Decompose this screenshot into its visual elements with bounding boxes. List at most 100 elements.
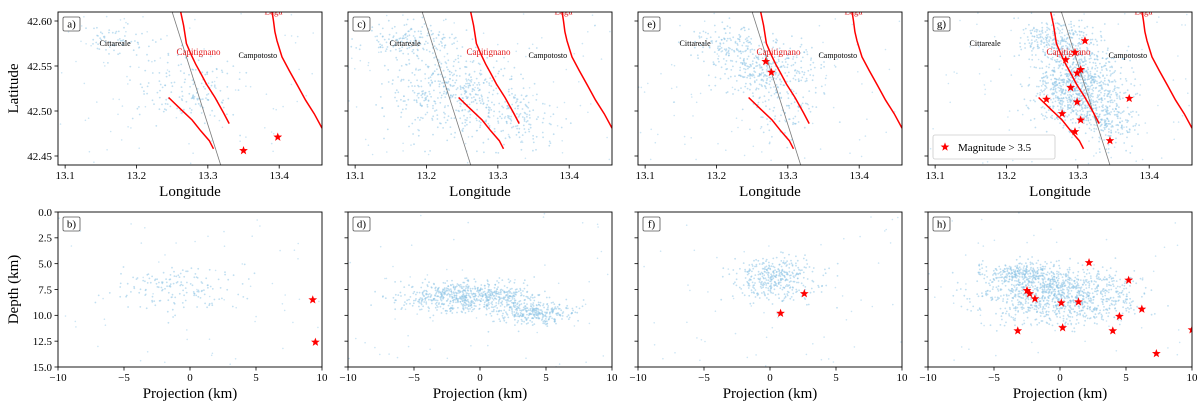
event-point — [982, 162, 984, 164]
event-point — [456, 292, 458, 294]
event-point — [171, 293, 174, 296]
event-point — [292, 321, 294, 324]
event-point — [753, 49, 756, 51]
event-point — [462, 297, 465, 300]
event-point — [514, 279, 516, 281]
event-point — [528, 47, 531, 50]
event-point — [1087, 117, 1090, 119]
event-point — [122, 44, 124, 46]
event-point — [1057, 118, 1059, 121]
event-point — [541, 131, 544, 134]
event-point — [1088, 127, 1091, 130]
event-point — [750, 43, 753, 45]
event-point — [765, 69, 768, 71]
event-point — [470, 101, 473, 104]
event-point — [748, 73, 751, 76]
event-point — [761, 280, 763, 283]
event-point — [485, 298, 488, 300]
event-point — [727, 54, 730, 57]
event-point — [643, 91, 646, 93]
event-point — [428, 50, 431, 53]
event-point — [208, 302, 211, 305]
event-point — [739, 50, 742, 53]
event-point — [1080, 94, 1083, 97]
event-point — [751, 92, 754, 94]
event-point — [454, 287, 456, 290]
panel-label: b) — [67, 219, 77, 231]
event-point — [1103, 83, 1105, 85]
event-point — [404, 308, 407, 311]
event-point — [820, 63, 823, 66]
event-point — [487, 286, 490, 288]
event-point — [83, 82, 86, 85]
event-point — [532, 109, 535, 112]
event-point — [650, 128, 652, 131]
event-point — [494, 75, 497, 78]
event-point — [432, 37, 435, 40]
event-point — [208, 295, 211, 298]
event-point — [1052, 107, 1054, 109]
event-point — [209, 55, 212, 58]
event-point — [1045, 116, 1048, 119]
event-point — [468, 292, 470, 295]
event-point — [196, 288, 198, 291]
event-point — [439, 91, 441, 94]
event-point — [1019, 83, 1022, 86]
event-point — [403, 95, 405, 97]
event-point — [775, 84, 778, 86]
event-point — [1089, 61, 1091, 64]
event-point — [578, 307, 581, 310]
event-point — [747, 35, 750, 38]
event-point — [270, 131, 273, 133]
event-point — [795, 264, 797, 267]
event-point — [183, 294, 186, 297]
event-point — [1045, 65, 1048, 68]
event-point — [281, 303, 284, 305]
event-point — [113, 44, 116, 47]
event-point — [400, 295, 402, 297]
event-point — [1072, 93, 1074, 96]
event-point — [1091, 136, 1094, 139]
event-point — [1113, 99, 1116, 102]
event-point — [736, 55, 739, 57]
event-point — [470, 310, 473, 313]
event-point — [546, 312, 548, 314]
event-point — [1115, 105, 1118, 108]
event-point — [731, 48, 733, 51]
event-point — [1081, 86, 1083, 88]
event-point — [507, 290, 509, 293]
event-point — [154, 304, 157, 307]
town-label: Laga — [264, 7, 282, 17]
event-point — [1070, 106, 1073, 108]
event-point — [467, 221, 470, 224]
event-point — [436, 309, 438, 311]
event-point — [1086, 112, 1089, 115]
event-point — [474, 294, 477, 297]
event-point — [404, 34, 407, 36]
event-point — [196, 290, 199, 293]
event-point — [1063, 105, 1066, 107]
event-point — [447, 298, 449, 300]
event-point — [718, 36, 720, 39]
event-point — [469, 296, 472, 299]
event-point — [1093, 80, 1096, 83]
event-point — [577, 319, 579, 322]
event-point — [486, 56, 489, 59]
event-point — [151, 295, 154, 298]
event-point — [729, 37, 731, 40]
event-point — [795, 255, 797, 258]
event-point — [190, 109, 193, 111]
event-point — [1099, 71, 1102, 74]
event-point — [746, 273, 749, 276]
event-point — [404, 100, 406, 102]
event-point — [1019, 37, 1022, 39]
event-point — [1054, 22, 1057, 25]
event-point — [448, 70, 451, 73]
event-point — [186, 329, 188, 331]
event-point — [758, 263, 761, 265]
event-point — [95, 41, 98, 44]
magnitude-star — [1072, 97, 1082, 106]
event-point — [594, 24, 596, 27]
event-point — [760, 48, 763, 51]
event-point — [542, 320, 545, 323]
